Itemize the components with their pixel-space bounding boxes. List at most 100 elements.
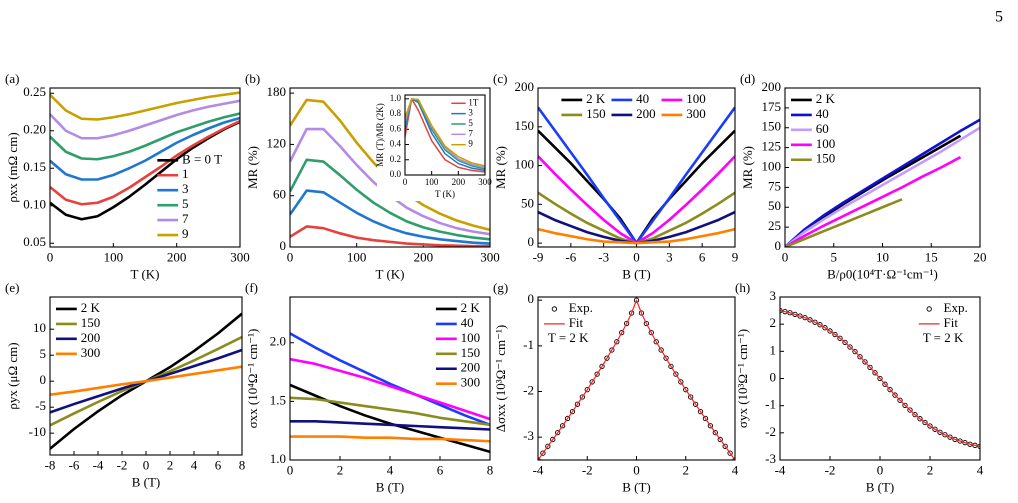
y-tick-label: 1.0 bbox=[270, 451, 286, 466]
data-point bbox=[822, 325, 828, 331]
legend-label: 7 bbox=[182, 211, 189, 226]
y-tick-label: 0 bbox=[280, 238, 287, 253]
x-axis-label: B/ρ0(10⁴T·Ω⁻¹cm⁻¹) bbox=[827, 267, 938, 282]
y-tick-label: 25 bbox=[768, 218, 781, 233]
y-tick-label: 180 bbox=[267, 84, 287, 99]
data-point bbox=[564, 415, 571, 422]
y-tick-label: -1 bbox=[765, 397, 776, 412]
data-point bbox=[648, 329, 654, 336]
panel-label: (b) bbox=[245, 71, 260, 86]
legend-label: 100 bbox=[461, 330, 481, 345]
x-tick-label: 6 bbox=[437, 463, 444, 478]
x-tick-label: 15 bbox=[925, 250, 938, 265]
data-point bbox=[872, 370, 878, 376]
legend-label: 100 bbox=[686, 91, 706, 106]
y-tick-label: 200 bbox=[762, 79, 782, 94]
y-tick-label: 0.8 bbox=[390, 108, 402, 118]
y-tick-label: 0.10 bbox=[23, 197, 46, 212]
data-point bbox=[688, 394, 694, 400]
legend-label: 1 bbox=[182, 166, 189, 181]
panel-label: (e) bbox=[5, 280, 19, 295]
x-tick-label: 100 bbox=[347, 250, 367, 265]
plot-area bbox=[785, 118, 980, 247]
y-tick-label: 0 bbox=[775, 238, 782, 253]
data-point bbox=[589, 379, 595, 385]
y-tick-label: 175 bbox=[762, 99, 782, 114]
y-tick-label: 120 bbox=[267, 135, 287, 150]
x-tick-label: 200 bbox=[167, 250, 187, 265]
data-point bbox=[852, 348, 858, 355]
data-line bbox=[538, 210, 735, 245]
legend-label: Fit bbox=[569, 315, 584, 330]
y-tick-label: 3 bbox=[770, 288, 777, 303]
inset-background bbox=[377, 91, 489, 201]
x-tick-label: 0 bbox=[633, 250, 640, 265]
data-line bbox=[785, 156, 962, 247]
x-tick-label: 2 bbox=[927, 463, 934, 478]
x-tick-label: 0 bbox=[877, 463, 884, 478]
data-point bbox=[638, 310, 645, 316]
data-point bbox=[862, 359, 868, 365]
legend-label: 300 bbox=[81, 345, 101, 360]
data-point bbox=[559, 423, 566, 429]
data-line bbox=[290, 435, 490, 443]
panel: (b) 0 100 200 300 0 60 120 180 T (K) MR (%) bbox=[245, 71, 500, 282]
x-axis-label: B (T) bbox=[622, 267, 651, 282]
legend-label: 200 bbox=[81, 330, 101, 345]
legend-marker bbox=[551, 306, 558, 312]
data-point bbox=[947, 434, 953, 440]
panel: (c) -9 -6 -3 0 3 6 9 0 50 100 150 200 B (T) MR (%) 2 K 4… bbox=[493, 71, 738, 282]
panel-label: (h) bbox=[735, 280, 750, 295]
data-point bbox=[643, 320, 649, 327]
y-tick-label: 100 bbox=[762, 158, 782, 173]
data-point bbox=[892, 392, 898, 398]
axes-frame bbox=[49, 87, 241, 248]
x-tick-label: 20 bbox=[974, 250, 987, 265]
legend-marker bbox=[926, 306, 932, 312]
legend-label: 9 bbox=[468, 139, 473, 149]
x-tick-label: -6 bbox=[565, 250, 576, 265]
x-tick-label: 5 bbox=[831, 250, 838, 265]
x-tick-label: 0 bbox=[47, 250, 54, 265]
data-point bbox=[727, 450, 733, 456]
y-tick-label: 2.0 bbox=[270, 334, 286, 349]
data-line bbox=[50, 99, 240, 140]
data-point bbox=[877, 375, 883, 382]
data-line bbox=[538, 299, 735, 460]
data-point bbox=[540, 450, 546, 456]
legend-label: 200 bbox=[461, 360, 481, 375]
data-point bbox=[624, 320, 630, 327]
x-tick-label: -4 bbox=[93, 458, 104, 473]
x-tick-label: 8 bbox=[239, 458, 246, 473]
y-axis-label: σxx (10⁴Ω⁻¹ cm⁻¹) bbox=[245, 329, 260, 429]
data-line bbox=[50, 120, 240, 221]
data-point bbox=[912, 411, 918, 418]
y-tick-label: 60 bbox=[273, 187, 286, 202]
panel-label: (a) bbox=[5, 71, 19, 86]
data-point bbox=[792, 311, 798, 318]
x-tick-label: 0 bbox=[633, 463, 640, 478]
x-tick-label: -9 bbox=[533, 250, 544, 265]
data-point bbox=[614, 339, 620, 345]
data-point bbox=[902, 402, 908, 409]
y-tick-label: -1 bbox=[523, 337, 534, 352]
data-point bbox=[609, 347, 615, 353]
legend-label: 3 bbox=[182, 181, 189, 196]
x-tick-label: 0 bbox=[403, 177, 408, 187]
data-point bbox=[882, 381, 888, 387]
axes-frame bbox=[404, 94, 486, 176]
x-tick-label: -4 bbox=[533, 463, 544, 478]
y-axis-label: MR (%) bbox=[493, 146, 508, 189]
x-tick-label: 0 bbox=[782, 250, 789, 265]
y-tick-label: -5 bbox=[35, 398, 46, 413]
y-axis-label: σyx (10³Ω⁻¹ cm⁻¹) bbox=[735, 329, 750, 428]
data-line bbox=[538, 106, 735, 245]
data-line bbox=[290, 383, 490, 454]
data-point bbox=[832, 331, 838, 338]
y-tick-label: 0.0 bbox=[390, 169, 402, 179]
y-tick-label: 100 bbox=[515, 157, 535, 172]
axes-frame bbox=[289, 296, 491, 461]
data-line bbox=[785, 118, 980, 247]
data-point bbox=[678, 379, 684, 385]
